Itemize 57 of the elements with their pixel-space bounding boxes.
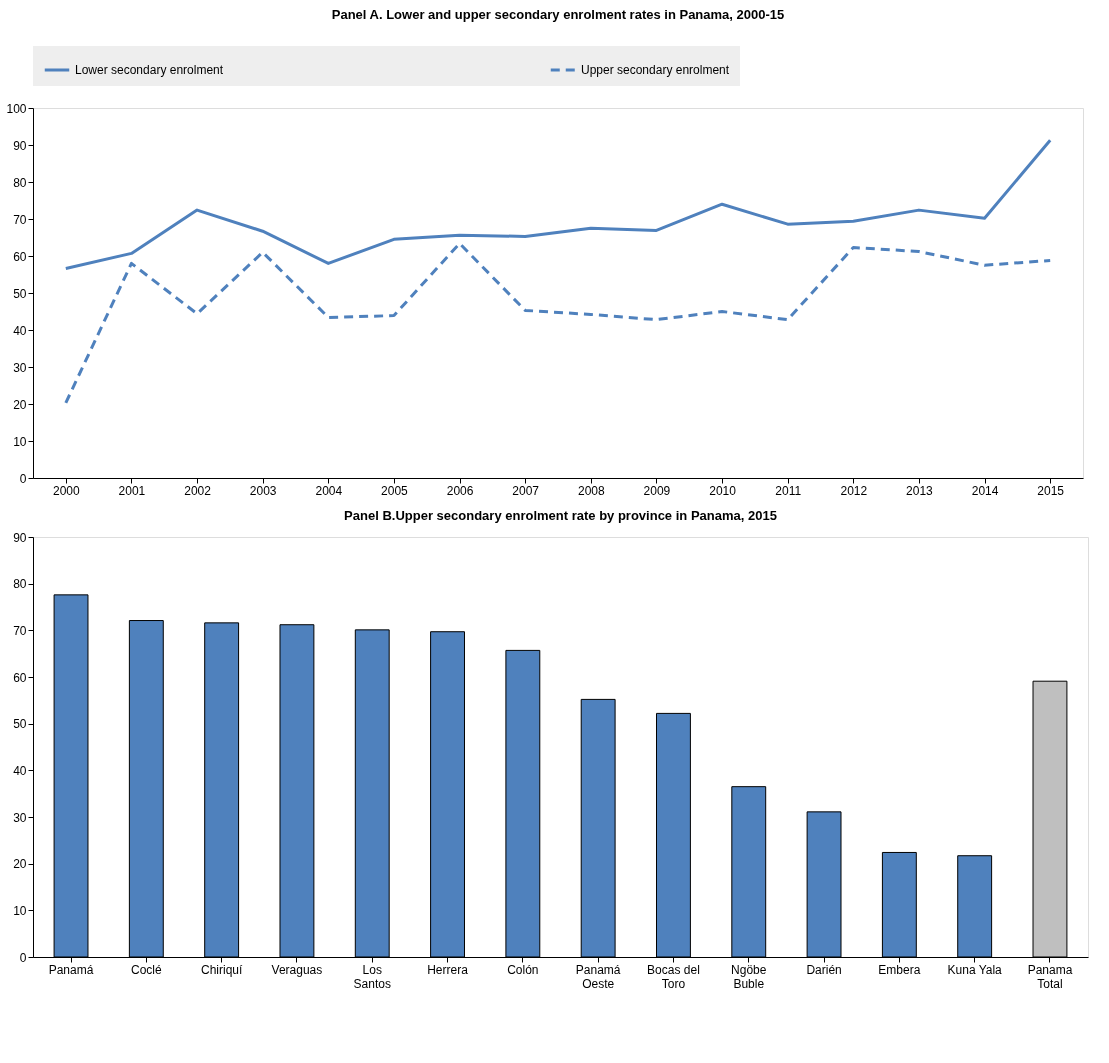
x-tick-label: 2003: [249, 483, 277, 498]
line-series: [64, 138, 1052, 271]
x-tick-label: 2001: [118, 483, 146, 498]
x-tick-label: Chiriquí: [200, 962, 243, 977]
chart-title: Panel B.Upper secondary enrolment rate by province in Panama, 2015: [344, 508, 777, 523]
y-tick-label: 80: [13, 175, 27, 190]
x-tick-label: 2010: [709, 483, 737, 498]
x-tick-label: 2014: [971, 483, 999, 498]
y-tick-label: 80: [13, 577, 27, 592]
x-tick-label: Panama Total: [1027, 962, 1073, 991]
y-tick-label: 90: [13, 530, 27, 545]
legend-label: Upper secondary enrolment: [581, 63, 730, 77]
x-tick-label: 2007: [512, 483, 540, 498]
y-tick-label: 100: [6, 101, 27, 116]
x-tick-label: 2011: [775, 483, 802, 498]
chart-title: Panel A. Lower and upper secondary enrolment rates in Panama, 2000-15: [331, 7, 785, 22]
x-tick-label: 2002: [184, 483, 212, 498]
x-tick-label: 2006: [446, 483, 474, 498]
x-tick-label: Embera: [878, 962, 921, 977]
y-tick-label: 0: [19, 950, 27, 965]
y-tick-label: 60: [13, 249, 27, 264]
x-tick-label: Herrera: [427, 962, 469, 977]
y-tick-label: 50: [13, 286, 27, 301]
y-tick-label: 60: [13, 670, 27, 685]
x-tick-label: 2000: [52, 483, 80, 498]
x-tick-label: Coclé: [130, 962, 162, 977]
x-tick-label: 2005: [381, 483, 409, 498]
x-tick-label: 2012: [840, 483, 868, 498]
y-tick-label: 10: [13, 903, 27, 918]
legend-label: Lower secondary enrolment: [75, 63, 224, 77]
y-tick-label: 50: [13, 717, 27, 732]
x-tick-label: 2008: [577, 483, 605, 498]
x-tick-label: Kuna Yala: [947, 962, 1003, 977]
x-tick-label: Darién: [806, 962, 842, 977]
x-tick-label: Panamá: [48, 962, 94, 977]
y-tick-label: 30: [13, 810, 27, 825]
x-tick-label: Panamá Oeste: [575, 962, 621, 991]
y-tick-label: 90: [13, 138, 27, 153]
y-tick-label: 0: [19, 471, 27, 486]
line-series: [64, 241, 1052, 405]
x-tick-label: Bocas del Toro: [647, 962, 700, 991]
y-tick-label: 30: [13, 360, 27, 375]
y-tick-label: 40: [13, 323, 27, 338]
y-tick-label: 20: [13, 857, 27, 872]
x-tick-label: Veraguas: [271, 962, 323, 977]
y-tick-label: 20: [13, 397, 27, 412]
y-tick-label: 70: [13, 623, 27, 638]
x-tick-label: 2013: [906, 483, 934, 498]
x-tick-label: 2009: [643, 483, 671, 498]
x-tick-label: Ngöbe Buble: [731, 962, 767, 991]
x-tick-label: Los Santos: [353, 962, 391, 991]
x-tick-label: 2004: [315, 483, 343, 498]
y-tick-label: 70: [13, 212, 27, 227]
y-tick-label: 40: [13, 763, 27, 778]
y-tick-label: 10: [13, 434, 27, 449]
x-tick-label: Colón: [507, 962, 539, 977]
x-tick-label: 2015: [1037, 483, 1065, 498]
